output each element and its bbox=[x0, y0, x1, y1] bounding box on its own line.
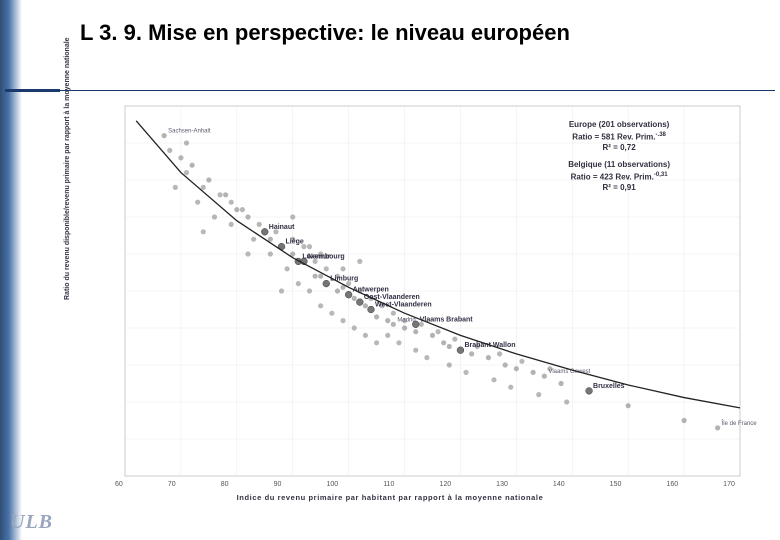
slide-title: L 3. 9. Mise en perspective: le niveau e… bbox=[80, 20, 570, 46]
ulb-logo: ULB bbox=[10, 511, 53, 534]
x-axis-label: Indice du revenu primaire par habitant p… bbox=[0, 493, 780, 502]
stats-europe-eq: Ratio = 581 Rev. Prim.-.38 bbox=[568, 131, 670, 143]
stats-belgium-title: Belgique (11 observations) bbox=[568, 160, 670, 171]
stats-belgium-r2: R² = 0,91 bbox=[568, 183, 670, 194]
svg-text:Bruxelles: Bruxelles bbox=[593, 383, 625, 390]
svg-text:Île de France: Île de France bbox=[721, 420, 758, 427]
stats-europe-r2: R² = 0,72 bbox=[568, 143, 670, 154]
svg-text:Hainaut: Hainaut bbox=[269, 224, 295, 231]
slide: L 3. 9. Mise en perspective: le niveau e… bbox=[0, 0, 780, 540]
x-tick-labels: 60708090100110120130140150160170 bbox=[115, 481, 735, 488]
side-gradient-decor bbox=[0, 0, 22, 540]
stats-europe-title: Europe (201 observations) bbox=[568, 120, 670, 131]
regression-stats: Europe (201 observations) Ratio = 581 Re… bbox=[568, 120, 670, 194]
svg-text:Liège: Liège bbox=[286, 239, 304, 246]
svg-text:West-Vlaanderen: West-Vlaanderen bbox=[375, 302, 432, 309]
stats-belgium-eq: Ratio = 423 Rev. Prim.-0,31 bbox=[568, 171, 670, 183]
svg-text:Antwerpen: Antwerpen bbox=[353, 287, 389, 294]
svg-text:Namur: Namur bbox=[308, 253, 330, 260]
svg-text:Sachsen-Anhalt: Sachsen-Anhalt bbox=[168, 129, 211, 135]
title-underline bbox=[5, 90, 775, 91]
